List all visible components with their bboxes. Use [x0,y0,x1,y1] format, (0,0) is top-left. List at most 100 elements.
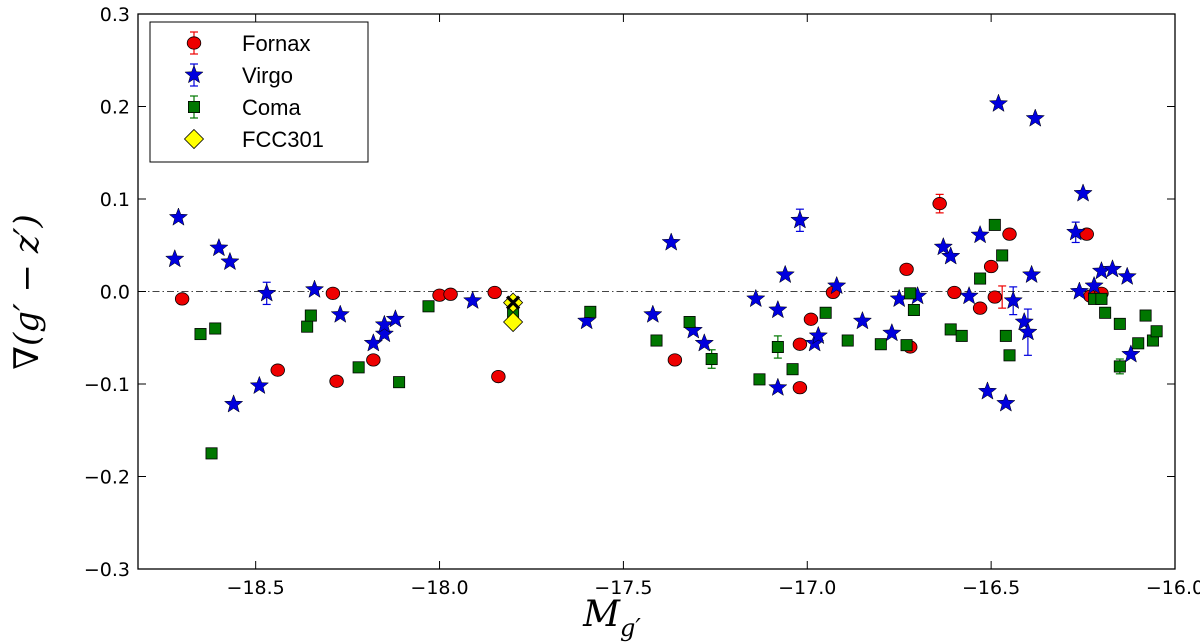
legend-marker-virgo [184,64,204,84]
y-tick-label: 0.2 [100,97,130,119]
virgo-point [1102,259,1123,278]
coma-point [683,316,696,329]
coma-point [584,305,597,318]
legend-marker-fornax [186,36,202,50]
x-tick-label: −16.5 [962,577,1020,599]
legend-label: FCC301 [242,127,324,152]
y-tick-label: −0.2 [84,467,130,489]
virgo-point [1014,311,1034,331]
virgo-point [1073,183,1093,202]
axis-ticks: −18.5 −18.0 −17.5 −17.0 −16.5 −16.0 −0.3 −0.2 −0… [84,4,1200,599]
x-tick-label: −18.0 [410,577,468,599]
coma-point [1150,325,1163,338]
virgo-point [363,333,384,352]
virgo-point [768,299,788,319]
virgo-point [374,323,395,343]
virgo-point [1018,321,1038,341]
virgo-point [768,377,788,396]
x-tick-label: −18.5 [227,577,285,599]
coma-point [1113,317,1126,330]
legend-marker-fcc301 [183,128,205,150]
fcc301-cross-marker [505,295,521,310]
fornax-point [972,301,988,315]
coma-point [819,306,832,319]
coma-point [999,329,1012,342]
virgo-point [1117,266,1137,285]
fornax-point [491,369,506,384]
virgo-point [790,210,810,229]
fornax-point [270,363,285,377]
virgo-point [882,322,902,342]
virgo-point [462,290,483,310]
coma-point [209,322,222,335]
legend: Fornax Virgo Coma FCC301 [149,21,369,163]
legend-label: Coma [242,95,301,120]
coma-point [1132,337,1145,350]
fornax-point [899,262,914,276]
y-tick-label: −0.1 [84,374,130,396]
fornax-point [1079,227,1094,241]
coma-point [705,353,718,366]
virgo-point [996,393,1016,412]
series-virgo [165,93,1141,413]
coma-point [907,303,920,316]
legend-label: Virgo [242,63,293,88]
virgo-point [330,304,350,323]
virgo-point [249,375,270,395]
x-tick-label: −16.0 [1146,577,1200,599]
coma-point [996,249,1009,262]
coma-point [955,329,968,342]
coma-point [205,447,218,460]
virgo-point [1069,281,1090,300]
fornax-point [932,197,947,211]
virgo-point [970,224,990,244]
virgo-point [933,236,954,256]
coma-point [1095,292,1108,305]
virgo-point [959,285,979,305]
fornax-point [366,353,381,367]
y-tick-label: 0.3 [100,4,130,26]
virgo-point [694,333,715,352]
coma-point [1113,360,1126,373]
legend-label: Fornax [242,31,310,56]
virgo-point [852,310,873,330]
virgo-point [1025,108,1045,127]
virgo-point [775,264,795,284]
coma-point [974,272,987,285]
virgo-point [940,246,961,265]
x-tick-label: −17.5 [594,577,652,599]
virgo-point [1066,222,1086,241]
fornax-point [325,286,341,300]
legend-marker-coma [187,101,200,114]
coma-point [650,334,663,347]
virgo-point [304,279,325,298]
virgo-point [746,288,766,308]
coma-point [301,320,314,333]
virgo-point [256,283,277,302]
virgo-point [1121,344,1141,363]
y-axis-label: ∇(g′ − z′) [7,214,47,370]
data-points [165,93,1163,460]
series-coma [194,218,1163,460]
fornax-point [329,374,344,388]
virgo-point [1021,264,1042,284]
fornax-point [792,381,808,395]
fcc301-point [503,311,524,333]
virgo-point [168,207,189,226]
coma-point [1099,306,1112,319]
fornax-point [1002,227,1017,241]
virgo-point [826,275,847,295]
virgo-point [1003,290,1023,310]
series-fcc301 [503,292,524,333]
coma-point [874,338,887,351]
coma-point [753,373,766,386]
legend-entry: Virgo [184,63,293,88]
coma-point [904,287,917,300]
virgo-point [385,309,406,328]
virgo-point [209,237,229,257]
coma-point [944,323,957,336]
svg-text:Mg′: Mg′ [582,594,641,642]
coma-point [841,334,854,347]
x-tick-label: −17.0 [778,577,836,599]
